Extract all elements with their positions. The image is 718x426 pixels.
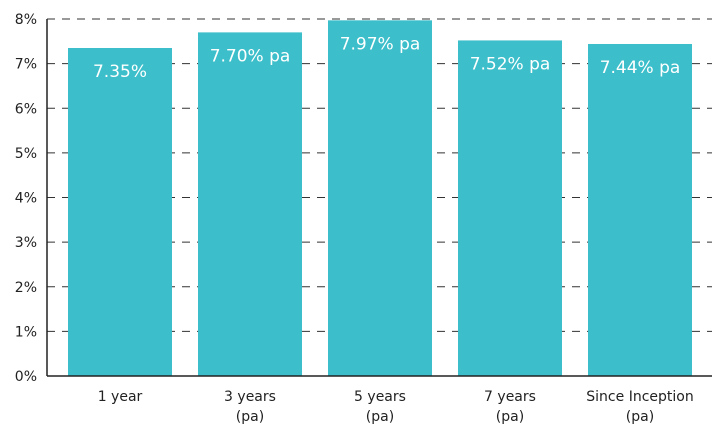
y-tick-label: 8% <box>15 12 37 28</box>
bar <box>198 32 302 376</box>
x-category-label: (pa) <box>496 409 524 425</box>
bar-value-label: 7.97% pa <box>340 34 421 54</box>
bars <box>68 20 692 377</box>
x-category-label: (pa) <box>236 409 264 425</box>
bar <box>588 43 692 377</box>
x-category-label: (pa) <box>366 409 394 425</box>
x-category-label: 5 years <box>354 389 406 405</box>
x-category-label: Since Inception <box>586 389 693 405</box>
y-tick-label: 4% <box>15 191 37 207</box>
bar-value-label: 7.44% pa <box>600 58 681 78</box>
bar-value-label: 7.70% pa <box>210 46 291 66</box>
bar <box>68 48 172 376</box>
x-category-label: (pa) <box>626 409 654 425</box>
y-tick-label: 7% <box>15 57 37 73</box>
y-tick-label: 5% <box>15 146 37 162</box>
y-tick-label: 1% <box>15 324 37 340</box>
x-category-label: 3 years <box>224 389 276 405</box>
labels: 0% 1% 2% 3% 4% 5% 6% 7% 8% 7.35% 1 year 7.70% pa 3 y… <box>15 12 694 425</box>
bar <box>458 40 562 377</box>
bar-value-label: 7.35% <box>93 62 147 82</box>
y-tick-label: 3% <box>15 235 37 251</box>
bar-value-label: 7.52% pa <box>470 54 551 74</box>
y-tick-label: 0% <box>15 369 37 385</box>
y-tick-label: 6% <box>15 101 37 117</box>
bar <box>328 20 432 377</box>
y-tick-label: 2% <box>15 280 37 296</box>
axes <box>46 19 712 377</box>
x-category-label: 1 year <box>98 389 143 405</box>
x-category-label: 7 years <box>484 389 536 405</box>
